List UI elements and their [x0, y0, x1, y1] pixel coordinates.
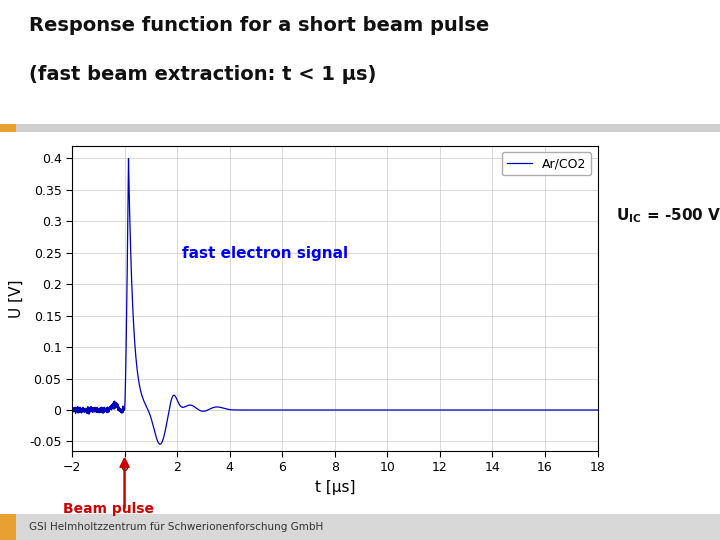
Ar/CO2 — [593, 407, 602, 413]
Ar/CO2 — [99, 408, 108, 414]
Text: Response function for a short beam pulse: Response function for a short beam pulse — [29, 16, 489, 35]
Ar/CO2 — [124, 156, 132, 162]
X-axis label: t [μs]: t [μs] — [315, 480, 355, 495]
Legend: Ar/CO2: Ar/CO2 — [502, 152, 591, 175]
Ar/CO2 — [171, 393, 179, 399]
Ar/CO2 — [325, 407, 333, 413]
Ar/CO2 — [156, 441, 164, 448]
Ar/CO2 — [70, 405, 78, 411]
Ar/CO2 — [565, 407, 574, 413]
Line: Ar/CO2: Ar/CO2 — [72, 159, 598, 444]
Text: (fast beam extraction: t < 1 μs): (fast beam extraction: t < 1 μs) — [29, 65, 376, 84]
Text: Beam pulse: Beam pulse — [63, 502, 154, 516]
Ar/CO2 — [68, 406, 76, 413]
Y-axis label: U [V]: U [V] — [9, 279, 24, 318]
Text: U$_{\mathregular{IC}}$ = -500 V: U$_{\mathregular{IC}}$ = -500 V — [616, 207, 720, 225]
Text: fast electron signal: fast electron signal — [182, 246, 348, 261]
Ar/CO2 — [89, 406, 98, 413]
Text: GSI Helmholtzzentrum für Schwerionenforschung GmbH: GSI Helmholtzzentrum für Schwerionenfors… — [29, 522, 323, 532]
